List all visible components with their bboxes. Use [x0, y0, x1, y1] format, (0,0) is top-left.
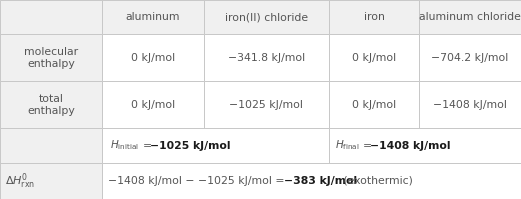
Bar	[419, 0, 521, 34]
Bar	[329, 128, 521, 163]
Bar	[102, 163, 521, 199]
Bar	[0, 163, 102, 199]
Text: −1025 kJ/mol: −1025 kJ/mol	[150, 140, 230, 151]
Text: 0 kJ/mol: 0 kJ/mol	[352, 100, 396, 110]
Bar	[204, 34, 329, 81]
Bar	[204, 0, 329, 34]
Bar	[204, 81, 329, 128]
Bar	[102, 34, 204, 81]
Text: 0 kJ/mol: 0 kJ/mol	[352, 53, 396, 63]
Text: aluminum: aluminum	[126, 12, 180, 22]
Bar	[329, 81, 419, 128]
Text: =: =	[143, 140, 155, 151]
Text: 0 kJ/mol: 0 kJ/mol	[131, 53, 175, 63]
Text: iron(II) chloride: iron(II) chloride	[225, 12, 308, 22]
Text: −1408 kJ/mol − −1025 kJ/mol =: −1408 kJ/mol − −1025 kJ/mol =	[108, 176, 288, 186]
Text: (exothermic): (exothermic)	[340, 176, 413, 186]
Bar	[0, 128, 102, 163]
Text: $\Delta H^0_\mathrm{rxn}$: $\Delta H^0_\mathrm{rxn}$	[5, 171, 35, 191]
Bar	[0, 34, 102, 81]
Text: −704.2 kJ/mol: −704.2 kJ/mol	[431, 53, 508, 63]
Text: total
enthalpy: total enthalpy	[27, 94, 75, 116]
Text: −1025 kJ/mol: −1025 kJ/mol	[229, 100, 303, 110]
Text: −341.8 kJ/mol: −341.8 kJ/mol	[228, 53, 305, 63]
Text: −1408 kJ/mol: −1408 kJ/mol	[433, 100, 507, 110]
Bar	[102, 0, 204, 34]
Bar	[329, 34, 419, 81]
Bar	[329, 0, 419, 34]
Text: 0 kJ/mol: 0 kJ/mol	[131, 100, 175, 110]
Bar	[0, 0, 102, 34]
Text: −383 kJ/mol: −383 kJ/mol	[284, 176, 357, 186]
Text: iron: iron	[364, 12, 384, 22]
Text: aluminum chloride: aluminum chloride	[419, 12, 521, 22]
Bar	[419, 34, 521, 81]
Bar	[102, 81, 204, 128]
Text: molecular
enthalpy: molecular enthalpy	[24, 47, 78, 69]
Text: =: =	[363, 140, 376, 151]
Text: −1408 kJ/mol: −1408 kJ/mol	[370, 140, 451, 151]
Bar	[0, 81, 102, 128]
Bar	[102, 128, 329, 163]
Bar	[419, 81, 521, 128]
Text: $H_\mathrm{initial}$: $H_\mathrm{initial}$	[110, 139, 139, 152]
Text: $H_\mathrm{final}$: $H_\mathrm{final}$	[335, 139, 360, 152]
